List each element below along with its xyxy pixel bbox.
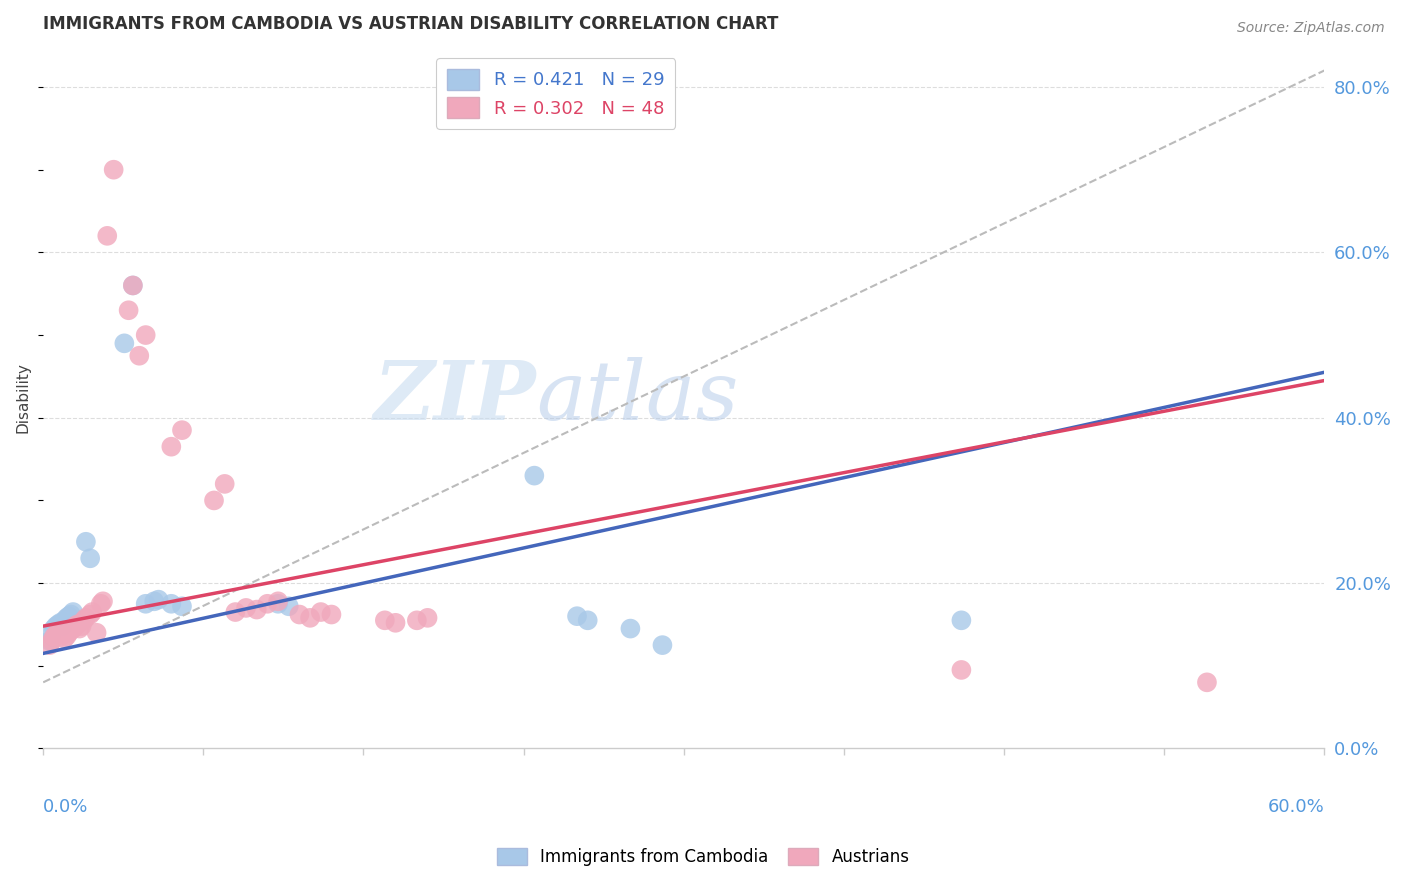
Point [75, 611, 97, 625]
Point [416, 611, 439, 625]
Point [224, 605, 246, 619]
Point [565, 609, 588, 624]
Text: atlas: atlas [537, 357, 738, 437]
Point [82, 605, 104, 619]
Point [160, 440, 183, 454]
Point [309, 605, 332, 619]
Point [122, 278, 145, 293]
Point [42, 622, 65, 636]
Point [66, 617, 89, 632]
Point [950, 663, 973, 677]
Point [384, 615, 406, 630]
Point [148, 592, 170, 607]
Point [170, 423, 193, 437]
Point [42, 630, 65, 644]
Point [53, 632, 76, 646]
Point [58, 609, 80, 624]
Point [65, 619, 87, 633]
Point [49, 630, 72, 644]
Text: Source: ZipAtlas.com: Source: ZipAtlas.com [1237, 21, 1385, 35]
Point [170, 599, 193, 614]
Point [79, 607, 101, 622]
Legend: R = 0.421   N = 29, R = 0.302   N = 48: R = 0.421 N = 29, R = 0.302 N = 48 [436, 58, 675, 128]
Point [235, 601, 257, 615]
Point [41, 634, 63, 648]
Legend: Immigrants from Cambodia, Austrians: Immigrants from Cambodia, Austrians [489, 841, 917, 873]
Text: 0.0%: 0.0% [44, 797, 89, 815]
Point [267, 594, 290, 608]
Point [38, 638, 60, 652]
Text: 60.0%: 60.0% [1268, 797, 1324, 815]
Point [214, 476, 236, 491]
Point [59, 607, 82, 622]
Point [73, 613, 96, 627]
Point [45, 619, 67, 633]
Point [299, 611, 322, 625]
Point [122, 278, 145, 293]
Point [523, 468, 546, 483]
Point [86, 625, 108, 640]
Point [58, 625, 80, 640]
Point [62, 605, 84, 619]
Point [128, 349, 150, 363]
Point [51, 627, 73, 641]
Point [135, 597, 157, 611]
Point [62, 622, 84, 636]
Point [619, 622, 641, 636]
Point [117, 303, 139, 318]
Point [1195, 675, 1218, 690]
Point [143, 594, 166, 608]
Point [950, 613, 973, 627]
Y-axis label: Disability: Disability [15, 361, 30, 433]
Text: ZIP: ZIP [374, 357, 537, 437]
Point [53, 613, 76, 627]
Text: IMMIGRANTS FROM CAMBODIA VS AUSTRIAN DISABILITY CORRELATION CHART: IMMIGRANTS FROM CAMBODIA VS AUSTRIAN DIS… [44, 15, 779, 33]
Point [277, 599, 299, 614]
Point [406, 613, 429, 627]
Point [90, 597, 112, 611]
Point [103, 162, 125, 177]
Point [256, 597, 278, 611]
Point [45, 627, 67, 641]
Point [651, 638, 673, 652]
Point [576, 613, 599, 627]
Point [202, 493, 225, 508]
Point [374, 613, 396, 627]
Point [75, 534, 97, 549]
Point [135, 328, 157, 343]
Point [321, 607, 343, 622]
Point [55, 629, 77, 643]
Point [38, 634, 60, 648]
Point [51, 619, 73, 633]
Point [59, 624, 82, 638]
Point [91, 594, 114, 608]
Point [96, 228, 118, 243]
Point [70, 619, 93, 633]
Point [112, 336, 135, 351]
Point [49, 615, 72, 630]
Point [246, 602, 269, 616]
Point [55, 611, 77, 625]
Point [288, 607, 311, 622]
Point [79, 551, 101, 566]
Point [46, 617, 69, 632]
Point [46, 625, 69, 640]
Point [69, 622, 91, 636]
Point [267, 597, 290, 611]
Point [41, 625, 63, 640]
Point [160, 597, 183, 611]
